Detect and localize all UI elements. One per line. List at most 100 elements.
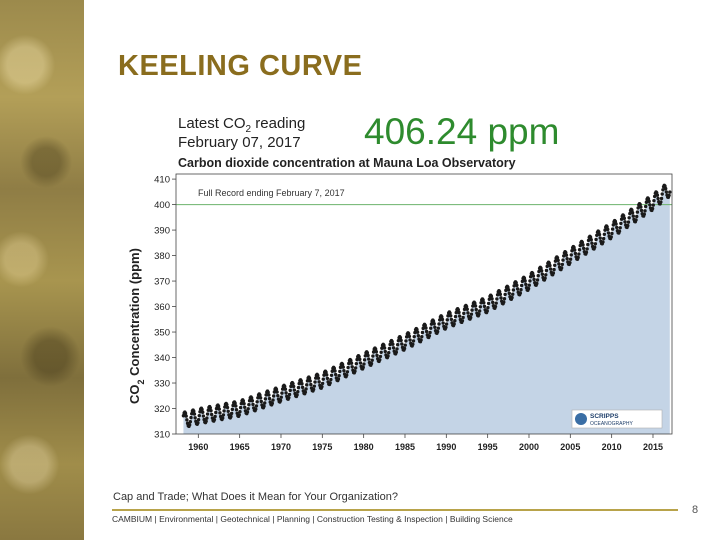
data-point — [619, 221, 623, 226]
data-point — [421, 326, 425, 331]
data-point — [333, 369, 337, 373]
y-tick-label: 310 — [154, 430, 170, 441]
data-point — [431, 319, 436, 323]
data-point — [267, 393, 271, 397]
data-point — [429, 326, 433, 330]
data-point — [230, 407, 235, 412]
data-point — [511, 292, 515, 296]
data-point — [222, 409, 226, 413]
data-point — [256, 396, 260, 400]
data-point — [601, 240, 605, 244]
y-tick-label: 370 — [154, 277, 170, 288]
data-point — [208, 406, 213, 410]
data-point — [428, 330, 432, 335]
data-point — [181, 414, 186, 418]
data-point — [469, 315, 473, 320]
data-point — [610, 231, 614, 236]
x-tick-label: 2005 — [560, 442, 580, 452]
data-point — [424, 326, 428, 330]
data-point — [420, 330, 425, 335]
data-point — [586, 242, 590, 247]
data-point — [482, 301, 486, 305]
data-point — [242, 401, 246, 406]
data-point — [205, 416, 209, 420]
data-point — [444, 325, 448, 330]
data-point — [322, 373, 326, 377]
data-point — [245, 410, 250, 414]
data-point — [280, 387, 285, 391]
data-point — [415, 327, 419, 332]
data-point — [606, 231, 611, 235]
data-point — [487, 297, 492, 301]
data-point — [477, 309, 482, 313]
data-point — [276, 393, 280, 398]
data-point — [636, 206, 640, 210]
data-point — [413, 330, 417, 335]
data-point — [299, 379, 303, 383]
data-point — [311, 387, 316, 392]
data-point — [196, 421, 200, 425]
data-point — [436, 326, 441, 330]
data-point — [435, 329, 440, 334]
data-point — [631, 214, 635, 218]
data-point — [408, 338, 412, 342]
data-point — [630, 210, 635, 215]
data-point — [627, 216, 631, 220]
data-point — [539, 266, 543, 270]
chart-svg: Latest CO2 reading February 07, 2017 406… — [127, 111, 673, 452]
data-point — [287, 392, 292, 397]
data-point — [291, 384, 296, 389]
data-point — [206, 408, 210, 412]
data-point — [346, 365, 350, 370]
data-point — [634, 218, 638, 222]
data-point — [366, 353, 370, 358]
latest-reading-label: Latest CO2 reading — [178, 115, 305, 135]
data-point — [272, 390, 277, 394]
data-point — [423, 323, 427, 327]
data-point — [444, 322, 449, 326]
data-point — [581, 246, 586, 251]
latest-reading-value: 406.24 ppm — [364, 111, 559, 152]
data-point — [655, 193, 660, 197]
data-point — [605, 225, 609, 229]
data-point — [267, 396, 272, 401]
data-point — [601, 236, 606, 241]
data-point — [537, 269, 541, 274]
data-point — [371, 350, 376, 354]
data-point — [205, 412, 210, 416]
data-point — [494, 301, 498, 305]
data-point — [626, 223, 630, 228]
data-point — [325, 373, 329, 377]
data-point — [427, 334, 432, 338]
data-point — [308, 379, 312, 383]
data-point — [317, 380, 321, 384]
data-point — [289, 384, 293, 389]
data-point — [229, 414, 233, 419]
data-point — [660, 192, 664, 196]
sidebar-photo-collage — [0, 0, 84, 540]
data-point — [551, 271, 556, 275]
data-point — [251, 402, 255, 407]
data-point — [515, 287, 520, 291]
data-point — [577, 248, 582, 252]
data-point — [506, 288, 511, 292]
data-point — [274, 387, 279, 391]
data-point — [374, 350, 379, 354]
data-point — [564, 253, 569, 257]
data-point — [565, 256, 569, 261]
data-point — [593, 242, 598, 246]
data-point — [502, 300, 506, 304]
data-point — [264, 393, 268, 397]
data-point — [473, 301, 477, 305]
data-point — [491, 300, 495, 305]
data-point — [626, 220, 631, 224]
data-point — [531, 271, 535, 276]
data-point — [340, 362, 345, 367]
data-point — [255, 400, 259, 404]
data-point — [341, 365, 345, 369]
data-point — [342, 368, 346, 373]
data-point — [598, 236, 602, 240]
data-point — [557, 262, 561, 266]
data-point — [379, 350, 383, 354]
data-point — [499, 296, 503, 300]
